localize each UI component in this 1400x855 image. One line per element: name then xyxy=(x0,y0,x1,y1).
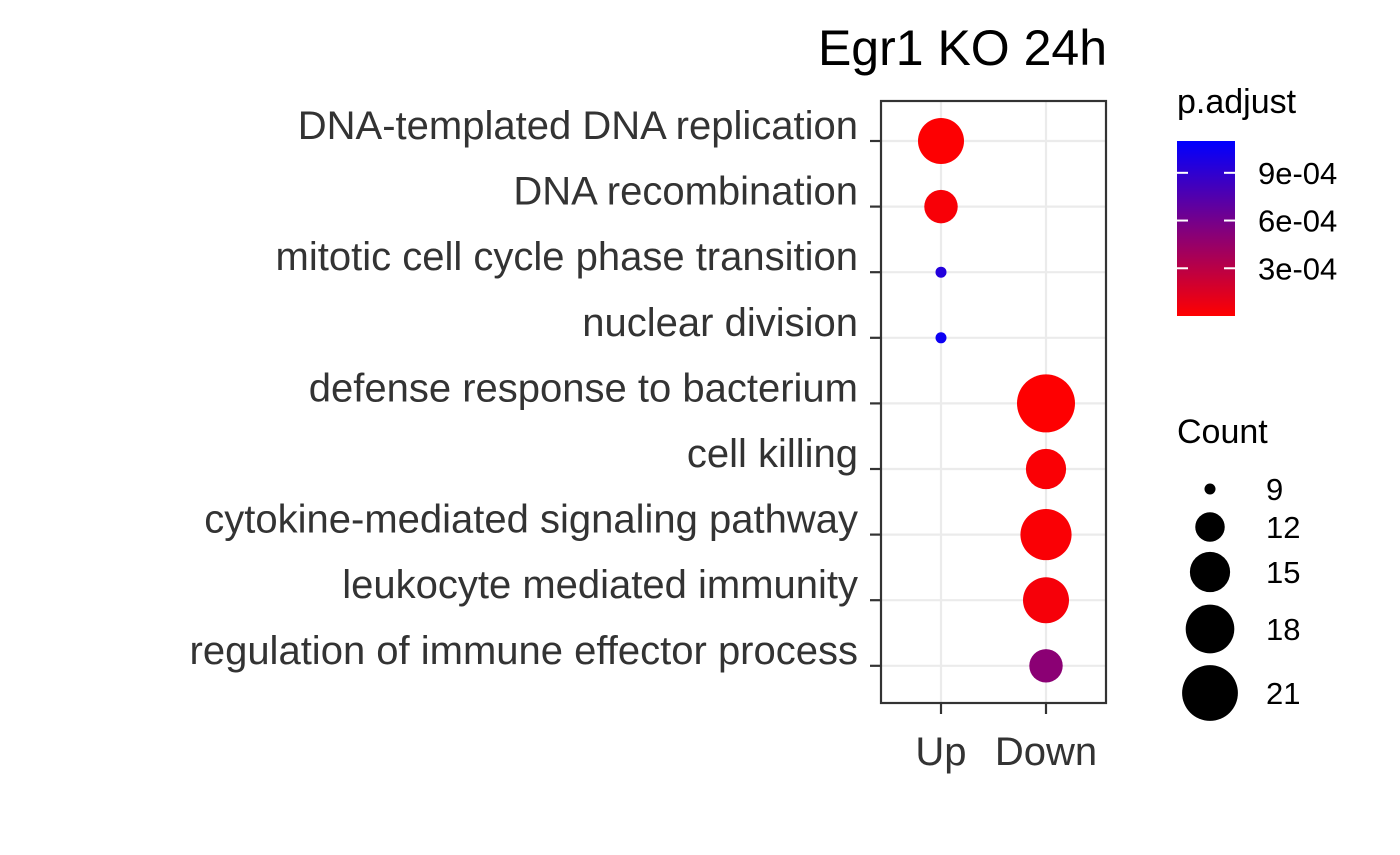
y-tick-label: cell killing xyxy=(687,432,858,476)
data-point xyxy=(1017,374,1075,432)
axes: DNA-templated DNA replication DNA recombi… xyxy=(190,104,1098,774)
y-tick-label: nuclear division xyxy=(582,301,858,345)
data-point xyxy=(1026,449,1066,489)
color-legend: p.adjust 9e-04 6e-04 3e-04 xyxy=(1177,83,1337,316)
size-legend-label: 15 xyxy=(1266,555,1300,590)
data-point xyxy=(1020,509,1071,560)
size-legend-key xyxy=(1186,605,1235,654)
data-point xyxy=(1023,577,1069,623)
color-legend-bar xyxy=(1177,141,1235,316)
y-tick-label: DNA recombination xyxy=(513,170,858,214)
size-legend: Count 912 15 18 21 xyxy=(1177,413,1300,721)
size-legend-label: 18 xyxy=(1266,612,1300,647)
data-point xyxy=(918,118,964,164)
size-legend-label: 12 xyxy=(1266,510,1300,545)
chart-title: Egr1 KO 24h xyxy=(818,20,1107,76)
y-tick-label: DNA-templated DNA replication xyxy=(298,104,858,148)
color-legend-label: 9e-04 xyxy=(1258,156,1337,191)
y-tick-label: mitotic cell cycle phase transition xyxy=(276,235,858,279)
y-tick-label: leukocyte mediated immunity xyxy=(342,563,858,607)
size-legend-title: Count xyxy=(1177,413,1268,451)
size-legend-key xyxy=(1182,665,1238,721)
y-tick-label: cytokine-mediated signaling pathway xyxy=(204,498,858,542)
data-point xyxy=(936,267,947,278)
data-point xyxy=(936,332,947,343)
color-legend-label: 3e-04 xyxy=(1258,251,1337,286)
size-legend-label: 9 xyxy=(1266,472,1283,507)
size-legend-key xyxy=(1190,552,1230,592)
color-legend-label: 6e-04 xyxy=(1258,204,1337,239)
y-tick-label: regulation of immune effector process xyxy=(190,629,859,673)
data-point xyxy=(1029,649,1062,682)
size-legend-key xyxy=(1205,484,1216,495)
data-point xyxy=(924,190,957,223)
color-legend-title: p.adjust xyxy=(1177,83,1297,121)
size-legend-label: 21 xyxy=(1266,676,1300,711)
x-tick-label: Up xyxy=(915,730,966,774)
x-tick-label: Down xyxy=(995,730,1097,774)
y-tick-label: defense response to bacterium xyxy=(309,366,858,410)
size-legend-key xyxy=(1195,512,1224,541)
